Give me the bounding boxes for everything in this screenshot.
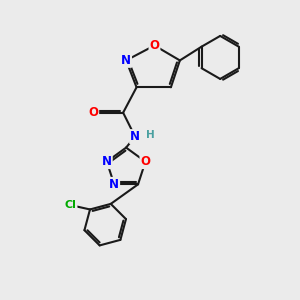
Text: O: O xyxy=(88,106,98,119)
Text: N: N xyxy=(130,130,140,143)
Text: N: N xyxy=(121,54,131,67)
Text: N: N xyxy=(109,178,119,191)
Text: O: O xyxy=(149,39,160,52)
Text: Cl: Cl xyxy=(65,200,76,210)
Text: O: O xyxy=(140,155,150,168)
Text: N: N xyxy=(102,155,112,168)
Text: H: H xyxy=(146,130,154,140)
